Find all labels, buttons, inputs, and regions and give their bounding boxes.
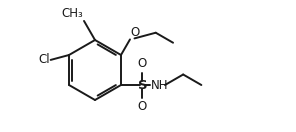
Text: CH₃: CH₃ [61,7,83,20]
Text: NH: NH [151,79,168,91]
Text: O: O [137,100,147,113]
Text: Cl: Cl [38,53,50,66]
Text: O: O [131,26,140,39]
Text: S: S [138,79,147,91]
Text: O: O [137,57,147,70]
